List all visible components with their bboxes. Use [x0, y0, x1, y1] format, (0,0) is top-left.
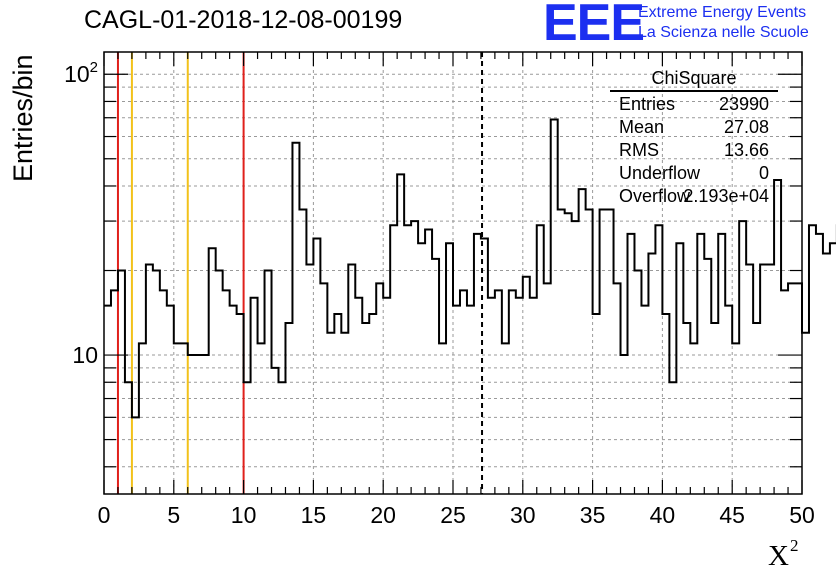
- x-tick-label: 20: [370, 502, 396, 528]
- stats-row-underflow: Underflow 0: [610, 163, 778, 186]
- stats-key: Overflow: [619, 186, 691, 206]
- stats-value: 13.66: [723, 140, 769, 160]
- x-tick-label: 35: [580, 502, 606, 528]
- x-tick-label: 45: [719, 502, 745, 528]
- y-tick-label: 102: [64, 59, 98, 87]
- stats-box: ChiSquare Entries 23990 Mean 27.08 RMS 13.6…: [610, 68, 778, 209]
- histogram-series: [104, 118, 836, 419]
- x-axis-label: X2: [768, 536, 798, 573]
- stats-key: Mean: [619, 117, 665, 137]
- logo-text: EEE: [543, 0, 645, 52]
- stats-box-title: ChiSquare: [610, 68, 778, 92]
- stats-value: 0: [758, 163, 769, 183]
- stats-row-rms: RMS 13.66: [610, 140, 778, 163]
- stats-key: Entries: [619, 94, 676, 114]
- x-tick-label: 15: [301, 502, 327, 528]
- x-axis-label-base: X: [768, 540, 789, 572]
- stats-row-overflow: Overflow 2.193e+04: [610, 186, 778, 209]
- stats-row-entries: Entries 23990: [610, 94, 778, 117]
- x-tick-label: 40: [650, 502, 676, 528]
- chart-title: CAGL-01-2018-12-08-00199: [84, 6, 403, 34]
- logo-line-2: La Scienza nelle Scuole: [638, 24, 809, 41]
- stats-key: RMS: [619, 140, 659, 160]
- stats-value: 23990: [718, 94, 769, 114]
- y-axis-label: Entries/bin: [8, 54, 38, 182]
- x-tick-label: 50: [789, 502, 815, 528]
- stats-key: Underflow: [619, 163, 701, 183]
- x-axis-label-sup: 2: [789, 536, 799, 555]
- stats-row-mean: Mean 27.08: [610, 117, 778, 140]
- x-tick-label: 5: [167, 502, 180, 528]
- x-tick-label: 0: [98, 502, 111, 528]
- axis-ticks: [103, 52, 803, 494]
- x-tick-label: 25: [440, 502, 466, 528]
- y-tick-label: 10: [72, 342, 98, 368]
- tick-labels: 0 5 10 15 20 25 30 35 40 45 50 10 102: [64, 59, 815, 528]
- x-tick-label: 30: [510, 502, 536, 528]
- threshold-lines: [116, 52, 484, 494]
- stats-value: 2.193e+04: [683, 186, 769, 206]
- x-tick-label: 10: [231, 502, 257, 528]
- stats-value: 27.08: [723, 117, 769, 137]
- logo-line-1: Extreme Energy Events: [638, 4, 807, 21]
